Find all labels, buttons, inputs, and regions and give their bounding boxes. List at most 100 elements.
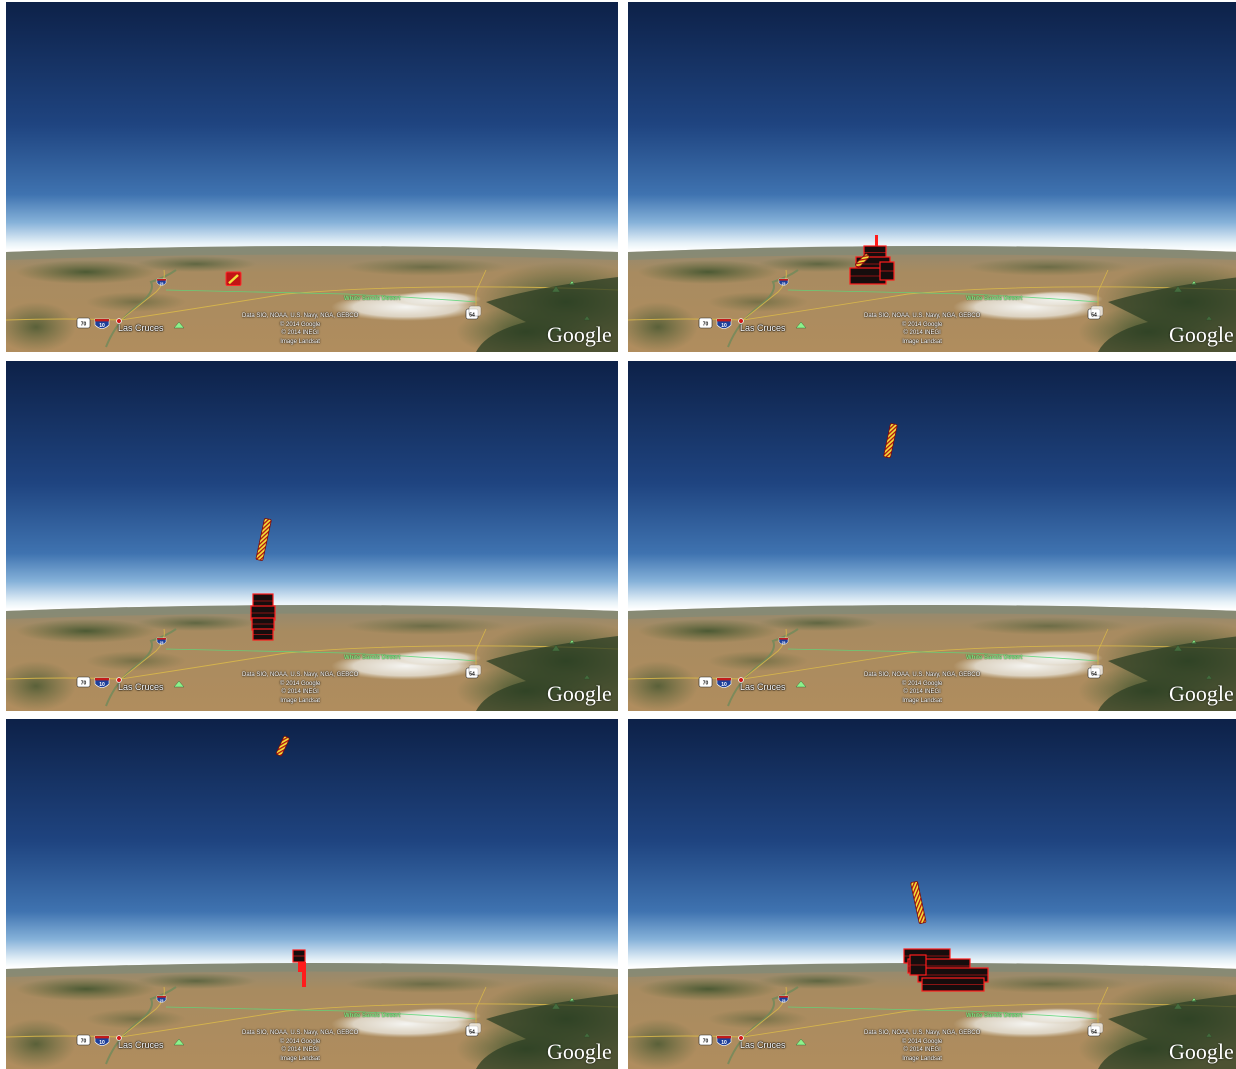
shield-us54-icon: 54 — [1087, 1022, 1104, 1037]
vegetation-patch — [6, 1019, 76, 1069]
shield-i25-icon: 25 — [156, 278, 167, 286]
attribution-line: © 2014 INEGI — [281, 330, 319, 336]
city-label-las-cruces: Las Cruces — [740, 323, 786, 333]
map-attribution: Data SIO, NOAA, U.S. Navy, NGA, GEBCO © … — [242, 1029, 358, 1063]
shield-i10-icon: 10 — [94, 677, 110, 688]
attribution-line: © 2014 Google — [279, 321, 321, 328]
google-logo: Google — [547, 1039, 612, 1064]
map-panel-2[interactable]: 70 10 25 54 Las Cruces Whi — [628, 2, 1236, 352]
svg-text:25: 25 — [160, 999, 164, 1003]
shield-us70-icon: 70 — [76, 676, 91, 688]
vegetation-patch — [968, 975, 1128, 993]
shield-us54-icon: 54 — [465, 664, 482, 679]
vegetation-patch — [758, 615, 878, 631]
globe-view: 70 10 25 54 — [6, 361, 618, 711]
shield-us70-icon: 70 — [698, 1034, 713, 1046]
svg-text:10: 10 — [99, 1040, 105, 1046]
shield-us54-icon: 54 — [465, 305, 482, 320]
shield-i25-icon: 25 — [778, 995, 789, 1003]
map-attribution: Data SIO, NOAA, U.S. Navy, NGA, GEBCO © … — [242, 671, 358, 705]
city-dot — [116, 318, 122, 324]
ground-bar — [298, 962, 302, 972]
globe-view: 70 10 25 54 — [628, 2, 1236, 352]
tracked-objects — [883, 423, 898, 459]
map-panel-1[interactable]: 70 10 25 54 Las Cruces Whi — [6, 2, 618, 352]
shield-i10-icon: 10 — [716, 1035, 732, 1046]
airborne-column — [883, 423, 898, 459]
range-boundary — [787, 648, 1099, 662]
vegetation-patch — [346, 258, 506, 276]
column-body — [910, 881, 927, 924]
dark-mountains — [1098, 277, 1236, 352]
vegetation-patch — [6, 302, 76, 352]
desert-label: White Sands Desert — [344, 655, 401, 661]
vegetation-patch — [628, 661, 698, 711]
road-us54 — [1097, 986, 1109, 1029]
attribution-line: Image Landsat — [902, 697, 942, 704]
vegetation-patch — [968, 617, 1128, 635]
svg-text:70: 70 — [81, 322, 87, 328]
svg-text:54: 54 — [469, 1030, 475, 1036]
attribution-line: Image Landsat — [902, 338, 942, 345]
horizon-haze — [628, 246, 1236, 260]
horizon-haze — [628, 605, 1236, 619]
city-dot — [116, 677, 122, 683]
google-logo: Google — [1169, 322, 1234, 347]
desert-label: White Sands Desert — [344, 296, 401, 302]
attribution-line: © 2014 INEGI — [281, 689, 319, 695]
column-body — [883, 423, 898, 459]
globe-view: 70 10 25 54 — [628, 719, 1236, 1069]
range-boundary — [787, 289, 1099, 303]
attribution-line: Data SIO, NOAA, U.S. Navy, NGA, GEBCO — [242, 313, 359, 319]
airborne-column — [275, 735, 290, 757]
shield-us70-icon: 70 — [698, 676, 713, 688]
river — [105, 269, 177, 348]
vegetation-patch — [708, 292, 808, 312]
svg-text:10: 10 — [721, 682, 727, 688]
vegetation-patch — [16, 977, 156, 1001]
vegetation-patch — [628, 302, 698, 352]
google-logo: Google — [1169, 1039, 1234, 1064]
map-panel-5[interactable]: 70 10 25 54 Las Cruces Whi — [6, 719, 618, 1069]
attribution-line: © 2014 INEGI — [903, 1047, 941, 1053]
shield-i25-icon: 25 — [156, 995, 167, 1003]
city-label-las-cruces: Las Cruces — [118, 1040, 164, 1050]
svg-text:54: 54 — [469, 672, 475, 678]
svg-text:54: 54 — [469, 313, 475, 319]
shield-us70-icon: 70 — [76, 317, 91, 329]
svg-text:54: 54 — [1091, 313, 1097, 319]
google-logo: Google — [547, 322, 612, 347]
city-dot — [738, 318, 744, 324]
svg-text:10: 10 — [99, 682, 105, 688]
map-panel-3[interactable]: 70 10 25 54 Las Cruces Whi — [6, 361, 618, 711]
river — [105, 628, 177, 707]
road-us54 — [1097, 269, 1109, 312]
map-attribution: Data SIO, NOAA, U.S. Navy, NGA, GEBCO © … — [864, 671, 980, 705]
attribution-line: © 2014 Google — [901, 1038, 943, 1045]
globe-view: 70 10 25 54 — [628, 361, 1236, 711]
column-body — [855, 253, 870, 268]
horizon-haze — [6, 605, 618, 619]
map-panel-4[interactable]: 70 10 25 54 Las Cruces Whi — [628, 361, 1236, 711]
vegetation-patch — [638, 260, 778, 284]
vegetation-patch — [758, 256, 878, 272]
vegetation-patch — [758, 973, 878, 989]
attribution-line: Data SIO, NOAA, U.S. Navy, NGA, GEBCO — [864, 1030, 981, 1036]
svg-text:10: 10 — [99, 323, 105, 329]
horizon-haze — [6, 963, 618, 977]
attribution-line: © 2014 Google — [901, 680, 943, 687]
road-us54 — [475, 628, 487, 671]
globe-view: 70 10 25 54 — [6, 719, 618, 1069]
vegetation-patch — [638, 619, 778, 643]
road-us54 — [475, 986, 487, 1029]
svg-text:25: 25 — [160, 282, 164, 286]
airborne-column — [855, 253, 870, 268]
vegetation-patch — [708, 651, 808, 671]
attribution-line: Data SIO, NOAA, U.S. Navy, NGA, GEBCO — [864, 672, 981, 678]
shield-i25-icon: 25 — [156, 637, 167, 645]
vegetation-patch — [86, 292, 186, 312]
shield-i25-icon: 25 — [778, 278, 789, 286]
river — [105, 986, 177, 1065]
map-panel-6[interactable]: 70 10 25 54 Las Cruces Whi — [628, 719, 1236, 1069]
